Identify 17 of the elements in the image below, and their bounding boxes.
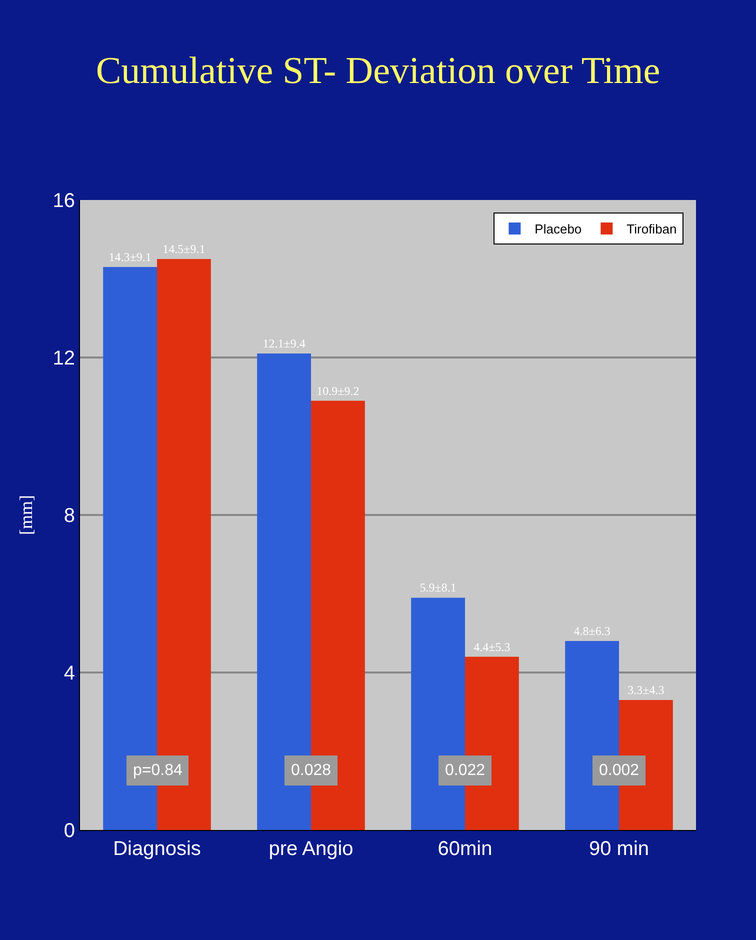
annotation: 0.022: [445, 762, 486, 779]
x-tick-label: 60min: [438, 838, 492, 860]
annotation: p=0.84: [133, 762, 182, 779]
y-tick-label: 4: [64, 662, 75, 684]
annotation: 0.028: [291, 762, 332, 779]
legend-label: Tirofiban: [626, 222, 677, 237]
legend-label: Placebo: [534, 222, 582, 237]
y-tick-label: 12: [52, 348, 75, 370]
y-tick-label: 8: [64, 505, 75, 527]
y-tick-label: 16: [52, 190, 75, 212]
x-tick-label: pre Angio: [268, 838, 354, 860]
y-axis-title: [mm]: [16, 495, 36, 535]
y-tick-label: 0: [64, 820, 75, 842]
x-tick-label: 90 min: [588, 838, 650, 860]
chart-title: Cumulative ST- Deviation over Time: [96, 50, 660, 92]
x-tick-label: Diagnosis: [113, 838, 201, 860]
annotation: 0.002: [599, 762, 640, 779]
